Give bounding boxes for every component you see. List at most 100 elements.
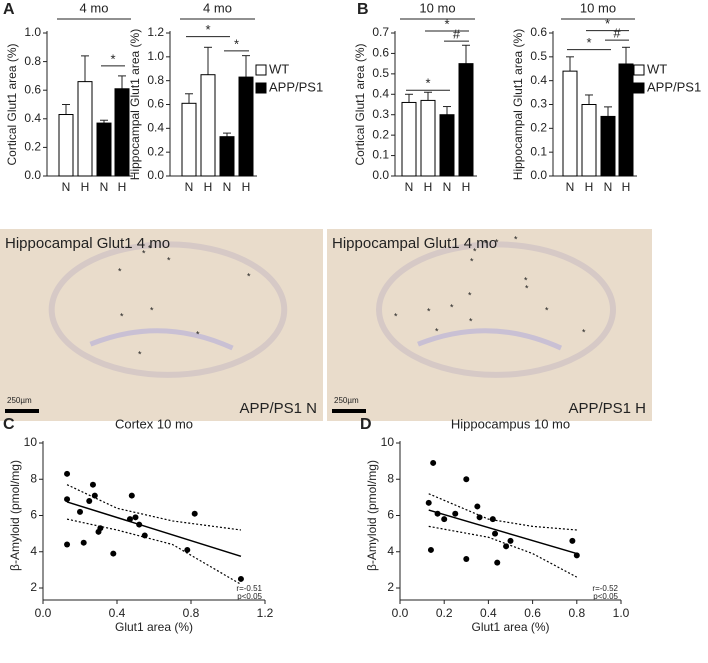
point [86,498,93,504]
point [128,492,135,499]
legend-swatch [633,64,645,76]
point [503,543,510,550]
image-title: Hippocampal Glut1 4 mo [332,235,497,252]
legend-swatch [255,82,267,94]
significance-label: * [444,16,449,31]
legend-label: WT [269,61,289,76]
point [463,556,470,562]
significance-label: * [605,16,610,31]
bar [200,74,216,177]
bar [77,81,93,177]
regression-line [428,509,578,555]
y-axis-title: Cortical Glut1 area (%) [5,43,19,165]
y-tick-label: 4 [30,544,37,558]
point [80,539,87,546]
x-tick-label: H [242,180,251,194]
x-tick-label: N [100,180,109,194]
y-tick-label: 0.7 [372,25,389,39]
marker: * [118,266,122,276]
image-label: APP/PS1 H [568,400,646,417]
y-axis-title: β-Amyloid (pmol/mg) [8,460,22,571]
bar [562,70,578,177]
marker: * [484,238,488,248]
y-tick-label: 8 [387,471,394,485]
y-tick-label: 0.0 [530,168,547,182]
x-tick-label: 0.4 [109,606,126,620]
bar [420,99,436,177]
confidence-band [66,518,242,585]
point [573,552,580,559]
point [191,510,198,517]
x-tick-label: N [566,180,575,194]
point [476,514,483,521]
x-tick-label: 0.8 [183,606,200,620]
x-tick-label: H [81,180,90,194]
legend-swatch [255,64,267,76]
panel-letter: C [3,416,15,433]
y-tick-label: 10 [381,435,395,449]
x-tick-label: N [223,180,232,194]
marker: * [196,329,200,339]
y-tick-label: 1.2 [147,25,164,39]
y-axis-title: Cortical Glut1 area (%) [353,43,367,165]
y-tick-label: 0.2 [147,144,164,158]
bar [458,63,474,177]
point [126,516,133,523]
x-tick-label: H [118,180,127,194]
significance-label: # [453,27,461,42]
y-tick-label: 6 [387,508,394,522]
point [97,525,104,532]
point [64,470,71,477]
y-tick-label: 1.0 [24,25,41,39]
marker: * [525,283,529,293]
marker: * [470,256,474,266]
point [494,559,501,566]
point [64,541,71,548]
chart-title: 10 mo [419,0,455,15]
marker: * [427,306,431,316]
annotation: r=-0.52 [592,584,618,593]
y-tick-label: 2 [387,580,394,594]
chart-title: Cortex 10 mo [115,416,193,431]
x-tick-label: 0.0 [392,606,409,620]
marker: * [514,234,518,244]
x-tick-label: N [405,180,414,194]
bar [114,88,130,177]
y-tick-label: 0.6 [372,46,389,60]
scale-bar [332,409,366,413]
chart-title: Hippocampus 10 mo [451,416,570,431]
legend-label: APP/PS1 [647,79,701,94]
x-tick-label: N [62,180,71,194]
tissue-outline [376,241,616,378]
marker: * [582,327,586,337]
x-tick-label: 0.2 [436,606,453,620]
legend-label: APP/PS1 [269,79,323,94]
y-tick-label: 0.4 [530,73,547,87]
y-axis-title: β-Amyloid (pmol/mg) [365,460,379,571]
y-axis-title: Hippocampal Glut1 area (%) [511,29,525,180]
panel-letter: A [3,1,15,18]
marker: * [394,311,398,321]
x-tick-label: H [585,180,594,194]
panel-letter: B [357,1,369,18]
marker: * [150,305,154,315]
x-tick-label: 0.8 [568,606,585,620]
x-tick-label: N [443,180,452,194]
point [569,537,576,544]
confidence-band [428,493,577,531]
point [434,510,441,517]
micrograph [327,229,652,421]
bar [439,114,455,177]
point [89,481,96,488]
x-tick-label: N [604,180,613,194]
x-tick-label: H [462,180,471,194]
micrograph [0,229,323,421]
point [427,546,434,553]
marker: * [167,255,171,265]
point [110,550,117,557]
y-tick-label: 0.3 [530,97,547,111]
bar [219,136,235,177]
point [492,530,499,537]
y-tick-label: 0.4 [372,86,389,100]
